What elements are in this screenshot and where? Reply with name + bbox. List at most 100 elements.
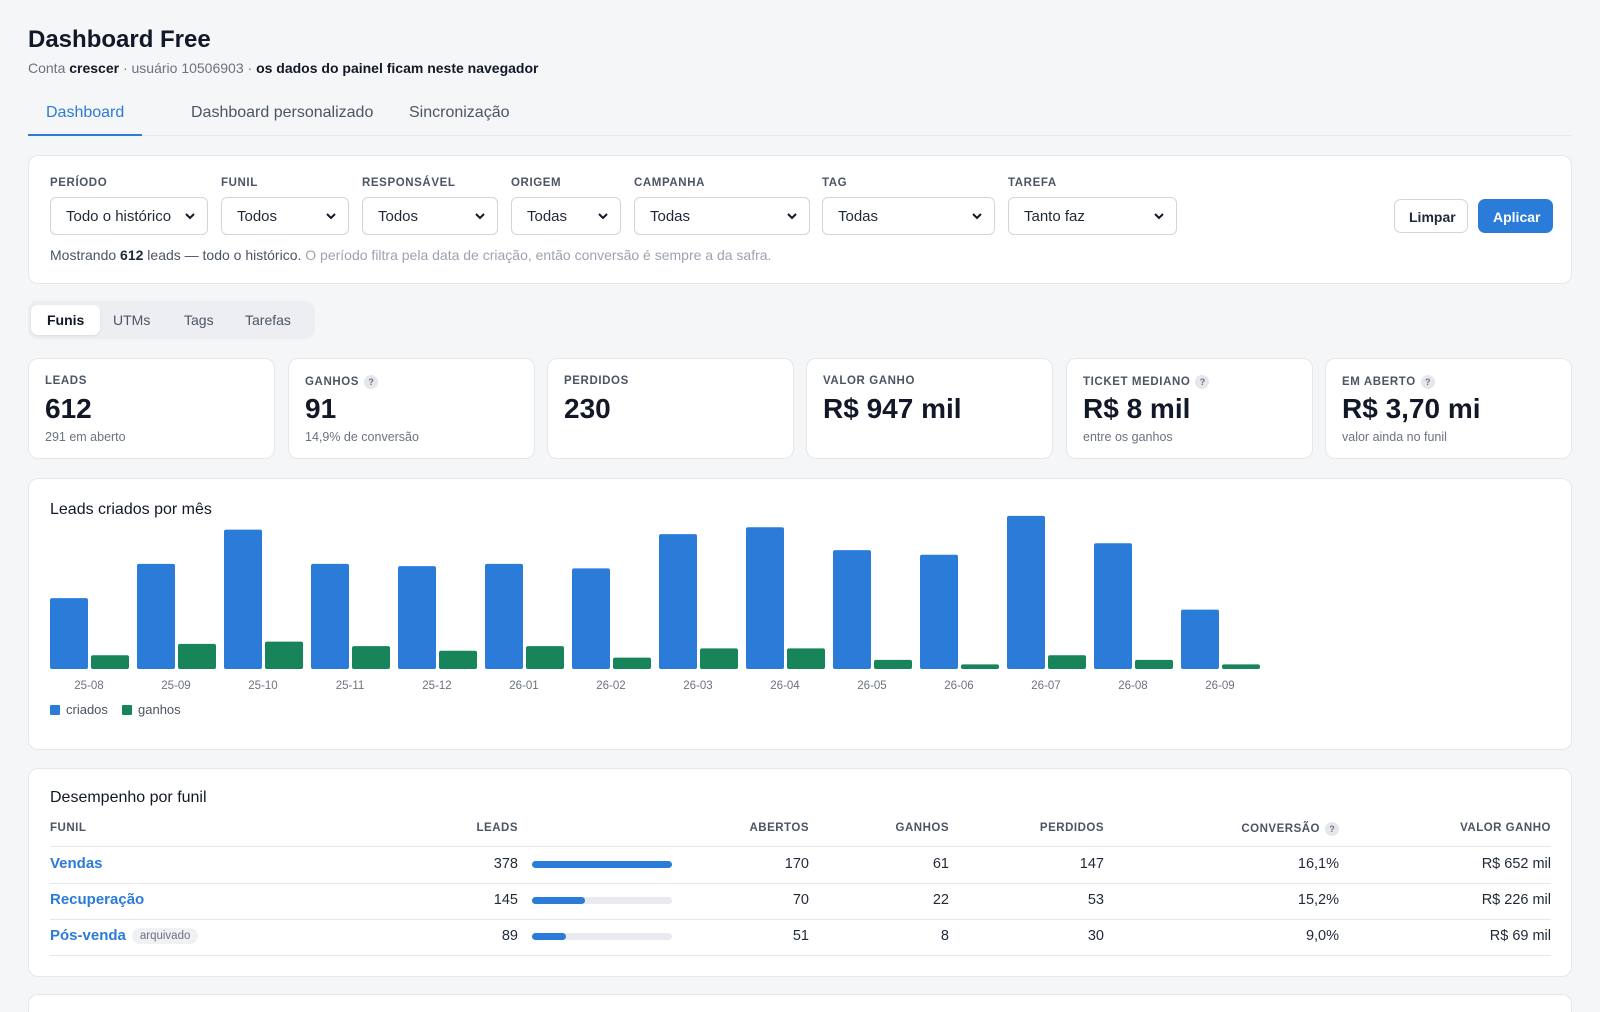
- bar-criados: [137, 563, 175, 669]
- bar-ganhos: [526, 646, 564, 669]
- kpi-value: 91: [305, 393, 337, 424]
- kpi-label-text: LEADS: [45, 375, 87, 387]
- main-tabs: Dashboard Dashboard personalizado Sincro…: [28, 96, 1572, 136]
- x-tick-label: 26-04: [770, 680, 800, 692]
- bar-ganhos: [787, 648, 825, 669]
- clear-filters-button[interactable]: Limpar: [1394, 199, 1468, 233]
- kpi-value: 612: [45, 393, 92, 424]
- x-tick-label: 25-10: [248, 680, 277, 692]
- legend-label-ganhos: ganhos: [138, 702, 181, 717]
- tag-value: Todas: [838, 208, 879, 225]
- periodo-select[interactable]: Todo o histórico: [50, 197, 208, 235]
- kpi-label: VALOR GANHO: [823, 375, 915, 387]
- tarefa-select[interactable]: Tanto faz: [1008, 197, 1177, 235]
- leads-share-fill: [532, 897, 586, 904]
- leads-count: 89: [501, 928, 518, 944]
- kpi-value: R$ 947 mil: [823, 393, 962, 424]
- col-header-abertos: ABERTOS: [749, 822, 809, 834]
- bar-criados: [1181, 609, 1219, 669]
- kpi-value: R$ 8 mil: [1083, 393, 1191, 424]
- filter-summary: Mostrando 612 leads — todo o histórico. …: [50, 247, 771, 263]
- bar-ganhos: [961, 664, 999, 669]
- x-tick-label: 26-08: [1118, 680, 1147, 692]
- bar-criados: [485, 563, 523, 669]
- origem-select[interactable]: Todas: [511, 197, 621, 235]
- legend-swatch-criados: [50, 705, 60, 715]
- lost-count: 30: [1087, 928, 1104, 944]
- col-header-leads: LEADS: [476, 822, 518, 834]
- subtab-tags[interactable]: Tags: [184, 312, 214, 328]
- x-tick-label: 26-05: [857, 680, 886, 692]
- col-header-valor-ganho: VALOR GANHO: [1460, 822, 1551, 834]
- kpi-label: PERDIDOS: [564, 375, 629, 387]
- kpi-label: TICKET MEDIANO?: [1083, 375, 1210, 389]
- kpi-subtext: entre os ganhos: [1083, 430, 1173, 444]
- responsavel-select[interactable]: Todos: [362, 197, 498, 235]
- filters-panel: PERÍODO Todo o histórico FUNIL Todos RES…: [28, 155, 1572, 284]
- kpi-leads: LEADS 612 291 em aberto: [28, 358, 275, 459]
- legend-label-criados: criados: [66, 702, 108, 717]
- funil-select[interactable]: Todos: [221, 197, 349, 235]
- campanha-value: Todas: [650, 208, 691, 225]
- bar-criados: [224, 529, 262, 669]
- col-header-perdidos: PERDIDOS: [1039, 822, 1104, 834]
- kpi-subtext: 291 em aberto: [45, 430, 126, 444]
- x-tick-label: 25-11: [336, 680, 365, 692]
- kpi-label-text: TICKET MEDIANO: [1083, 376, 1191, 389]
- funnel-link[interactable]: Recuperação: [50, 891, 145, 908]
- row-divider: [50, 883, 1551, 884]
- apply-filters-button[interactable]: Aplicar: [1478, 199, 1553, 233]
- kpi-value: R$ 3,70 mi: [1342, 393, 1481, 424]
- funnel-link[interactable]: Pós-venda: [50, 927, 126, 944]
- help-icon[interactable]: ?: [1420, 375, 1435, 389]
- kpi-label-text: VALOR GANHO: [823, 375, 915, 387]
- x-tick-label: 25-09: [161, 680, 190, 692]
- won-value: R$ 652 mil: [1481, 856, 1551, 872]
- legend-swatch-ganhos: [122, 705, 132, 715]
- kpi-label-text: GANHOS: [305, 376, 360, 389]
- chevron-down-icon: [598, 213, 608, 220]
- chevron-down-icon: [475, 213, 485, 220]
- subtab-utms[interactable]: UTMs: [113, 312, 151, 328]
- col-header-ganhos: GANHOS: [895, 822, 949, 834]
- x-tick-label: 26-03: [683, 680, 712, 692]
- summary-suffix: leads — todo o histórico.: [147, 247, 302, 263]
- archived-badge: arquivado: [131, 928, 199, 945]
- x-tick-label: 26-09: [1205, 680, 1234, 692]
- funnel-link[interactable]: Vendas: [50, 855, 103, 872]
- tag-select[interactable]: Todas: [822, 197, 995, 235]
- col-header-funil: FUNIL: [50, 822, 87, 834]
- filter-label-funil: FUNIL: [221, 177, 258, 189]
- chart-title: Leads criados por mês: [50, 501, 212, 518]
- bar-criados: [833, 550, 871, 669]
- periodo-value: Todo o histórico: [66, 208, 172, 225]
- leads-share-bar: [532, 897, 672, 904]
- tarefa-value: Tanto faz: [1024, 208, 1085, 225]
- bar-criados: [746, 527, 784, 669]
- x-tick-label: 26-01: [509, 680, 538, 692]
- next-section-card: [28, 994, 1572, 1012]
- subtab-tarefas[interactable]: Tarefas: [245, 312, 291, 328]
- tab-sincronizacao[interactable]: Sincronização: [409, 104, 510, 121]
- bar-chart-svg: 25-08 25-09 25-10 25-11 25-12 26-01 26-02 26-03…: [50, 515, 1260, 717]
- campanha-select[interactable]: Todas: [634, 197, 810, 235]
- help-icon[interactable]: ?: [364, 375, 379, 389]
- bar-ganhos: [700, 648, 738, 669]
- table-title: Desempenho por funil: [50, 789, 207, 806]
- bar-criados: [311, 563, 349, 669]
- summary-note: O período filtra pela data de criação, e…: [305, 247, 772, 263]
- help-icon[interactable]: ?: [1325, 822, 1339, 836]
- help-icon[interactable]: ?: [1195, 375, 1210, 389]
- section-tabs: Funis UTMs Tags Tarefas: [28, 301, 315, 339]
- storage-note: os dados do painel ficam neste navegador: [256, 60, 539, 76]
- subtab-funis[interactable]: Funis: [31, 305, 101, 335]
- summary-prefix: Mostrando: [50, 247, 117, 263]
- kpi-label: LEADS: [45, 375, 87, 387]
- tab-dashboard[interactable]: Dashboard: [28, 104, 143, 136]
- row-divider: [50, 955, 1551, 956]
- kpi-label-text: EM ABERTO: [1342, 376, 1416, 389]
- lost-count: 147: [1079, 856, 1104, 872]
- table-row-funnel: Recuperação: [50, 891, 144, 908]
- tab-dashboard-personalizado[interactable]: Dashboard personalizado: [191, 104, 374, 121]
- x-tick-label: 25-08: [74, 680, 103, 692]
